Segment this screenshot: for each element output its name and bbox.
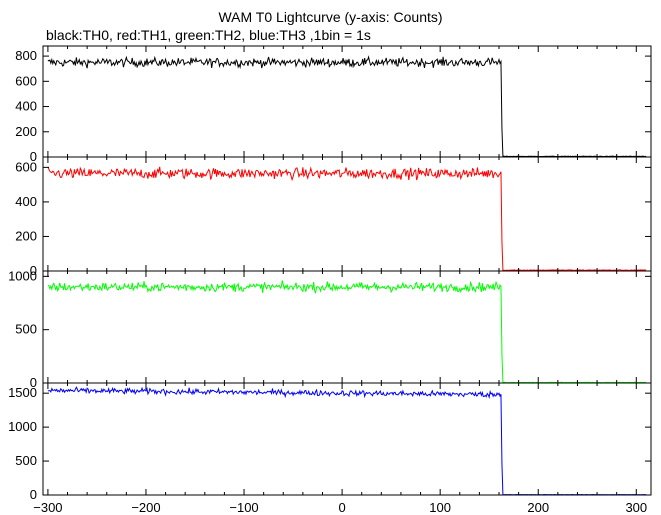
- y-tick-label: 1500: [8, 385, 37, 400]
- chart-title: WAM T0 Lightcurve (y-axis: Counts): [218, 9, 443, 25]
- y-tick-label: 500: [15, 453, 37, 468]
- x-tick-label: 0: [338, 500, 345, 515]
- panel-frame-4: [42, 382, 652, 496]
- y-tick-label: 200: [15, 124, 37, 139]
- x-tick-label: 100: [429, 500, 451, 515]
- series-line-th2: [47, 280, 647, 384]
- y-tick-label: 0: [30, 149, 37, 164]
- y-tick-label: 200: [15, 228, 37, 243]
- y-tick-label: 600: [15, 73, 37, 88]
- chart-subtitle: black:TH0, red:TH1, green:TH2, blue:TH3 …: [46, 27, 371, 43]
- y-tick-label: 400: [15, 194, 37, 209]
- y-tick-label: 400: [15, 99, 37, 114]
- y-tick-label: 800: [15, 48, 37, 63]
- series-line-th3: [47, 386, 647, 496]
- series-line-th0: [47, 55, 647, 158]
- y-tick-label: 1000: [8, 419, 37, 434]
- y-tick-label: 0: [30, 263, 37, 278]
- y-tick-label: 0: [30, 375, 37, 390]
- series-line-th1: [47, 166, 647, 272]
- y-tick-label: 0: [30, 487, 37, 502]
- y-tick-label: 1000: [8, 268, 37, 283]
- x-tick-label: 300: [625, 500, 647, 515]
- x-tick-label: −200: [131, 500, 160, 515]
- x-tick-label: −100: [229, 500, 258, 515]
- x-tick-label: −300: [33, 500, 62, 515]
- y-tick-label: 600: [15, 159, 37, 174]
- y-tick-label: 500: [15, 322, 37, 337]
- panel-frame-2: [42, 156, 652, 272]
- x-tick-label: 200: [527, 500, 549, 515]
